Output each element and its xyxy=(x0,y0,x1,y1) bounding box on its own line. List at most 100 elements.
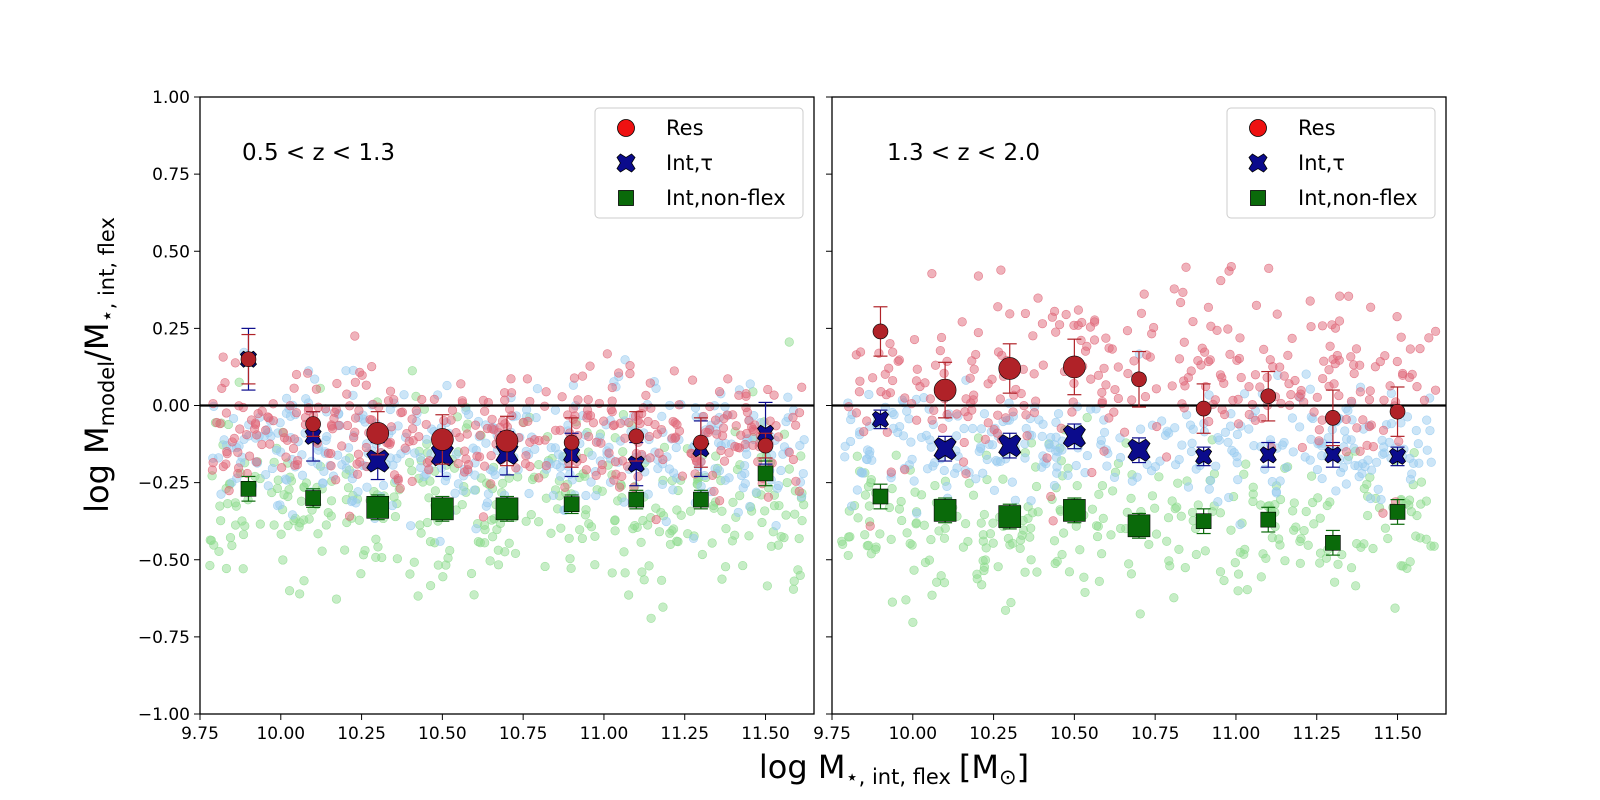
scatter-point-res xyxy=(1272,309,1282,319)
scatter-point-res xyxy=(1037,319,1048,329)
y-tick-label: −0.50 xyxy=(138,551,190,571)
scatter-point-nonflex xyxy=(1032,567,1042,577)
scatter-point-tau xyxy=(840,452,850,462)
scatter-point-tau xyxy=(1306,434,1316,444)
scatter-point-res xyxy=(447,405,458,415)
scatter-point-nonflex xyxy=(1315,513,1325,523)
scatter-point-nonflex xyxy=(205,560,215,571)
scatter-point-tau xyxy=(1204,390,1214,400)
scatter-point-res xyxy=(462,429,472,439)
scatter-point-nonflex xyxy=(797,516,807,526)
scatter-point-res xyxy=(882,427,892,437)
scatter-point-res xyxy=(261,425,271,435)
int-tau-point xyxy=(1062,424,1086,448)
scatter-point-res xyxy=(1046,491,1056,502)
scatter-point-tau xyxy=(939,465,949,476)
scatter-point-tau xyxy=(550,405,560,415)
scatter-point-res xyxy=(342,420,353,431)
scatter-point-tau xyxy=(567,475,578,485)
scatter-point-nonflex xyxy=(619,547,629,557)
scatter-point-res xyxy=(1093,370,1104,380)
scatter-point-res xyxy=(478,512,488,522)
scatter-point-tau xyxy=(1411,425,1421,436)
scatter-point-res xyxy=(1215,370,1226,380)
scatter-point-nonflex xyxy=(789,576,799,586)
nonflex-point xyxy=(1127,514,1151,538)
scatter-point-tau xyxy=(1360,461,1370,472)
scatter-point-tau xyxy=(450,488,460,498)
scatter-point-res xyxy=(992,428,1002,438)
scatter-point-nonflex xyxy=(1289,498,1299,508)
scatter-point-nonflex xyxy=(1122,507,1132,517)
scatter-point-res xyxy=(486,451,496,461)
scatter-point-res xyxy=(1087,467,1097,478)
scatter-point-res xyxy=(1287,333,1297,343)
scatter-point-res xyxy=(1020,308,1031,319)
scatter-point-res xyxy=(1038,360,1048,370)
scatter-point-tau xyxy=(783,392,793,402)
scatter-point-nonflex xyxy=(843,550,853,561)
scatter-point-nonflex xyxy=(284,586,295,596)
scatter-point-res xyxy=(541,461,551,471)
scatter-point-res xyxy=(855,347,866,357)
scatter-point-res xyxy=(334,420,344,430)
y-tick-label: 0.25 xyxy=(152,319,190,339)
scatter-point-tau xyxy=(1227,445,1237,455)
scatter-point-res xyxy=(929,405,939,415)
scatter-point-nonflex xyxy=(760,506,770,516)
scatter-point-tau xyxy=(282,475,292,485)
scatter-point-tau xyxy=(1183,482,1194,492)
y-tick-label: 0.50 xyxy=(152,242,190,262)
scatter-point-res xyxy=(1430,326,1441,336)
scatter-point-nonflex xyxy=(1215,508,1226,518)
scatter-point-tau xyxy=(864,389,874,400)
scatter-point-tau xyxy=(619,497,629,507)
scatter-point-tau xyxy=(664,464,675,474)
scatter-point-tau xyxy=(1413,439,1423,449)
scatter-point-res xyxy=(571,420,581,430)
scatter-point-nonflex xyxy=(875,529,885,539)
scatter-point-res xyxy=(278,428,289,438)
scatter-point-nonflex xyxy=(1026,555,1036,565)
scatter-point-nonflex xyxy=(1248,482,1258,492)
scatter-point-res xyxy=(1329,379,1339,389)
scatter-point-tau xyxy=(1341,479,1351,489)
scatter-point-res xyxy=(1364,395,1375,405)
scatter-point-tau xyxy=(1366,493,1376,504)
scatter-point-tau xyxy=(773,480,784,491)
scatter-point-nonflex xyxy=(939,533,950,543)
scatter-point-res xyxy=(386,422,396,432)
scatter-point-res xyxy=(794,486,804,496)
scatter-point-tau xyxy=(1323,433,1333,443)
scatter-point-tau xyxy=(1386,388,1396,398)
scatter-point-nonflex xyxy=(1108,486,1118,496)
scatter-point-tau xyxy=(1010,495,1020,505)
x-tick-label: 10.25 xyxy=(969,724,1018,744)
scatter-point-nonflex xyxy=(1169,593,1179,603)
legend: Res Int,τ Int,non-flex xyxy=(1226,107,1436,219)
scatter-point-nonflex xyxy=(676,510,686,520)
int-tau-point xyxy=(871,410,889,428)
scatter-point-nonflex xyxy=(1299,525,1309,536)
nonflex-point xyxy=(998,505,1022,528)
scatter-point-res xyxy=(651,514,661,525)
x-tick-label: 9.75 xyxy=(813,724,851,744)
scatter-point-tau xyxy=(1102,461,1112,471)
scatter-point-nonflex xyxy=(278,555,288,565)
scatter-point-tau xyxy=(738,483,748,493)
scatter-point-tau xyxy=(798,468,808,479)
scatter-point-res xyxy=(1370,362,1380,372)
scatter-point-nonflex xyxy=(1170,504,1180,514)
scatter-point-res xyxy=(277,463,287,473)
scatter-point-res xyxy=(1228,395,1238,405)
scatter-point-nonflex xyxy=(1126,569,1137,579)
scatter-point-res xyxy=(342,389,352,399)
scatter-point-res xyxy=(797,382,807,392)
scatter-point-res xyxy=(1364,421,1374,432)
scatter-point-nonflex xyxy=(972,574,982,584)
scatter-point-nonflex xyxy=(371,552,381,562)
res-point xyxy=(431,428,454,451)
scatter-point-nonflex xyxy=(926,534,936,545)
scatter-point-tau xyxy=(228,413,239,424)
scatter-point-nonflex xyxy=(1352,539,1362,549)
